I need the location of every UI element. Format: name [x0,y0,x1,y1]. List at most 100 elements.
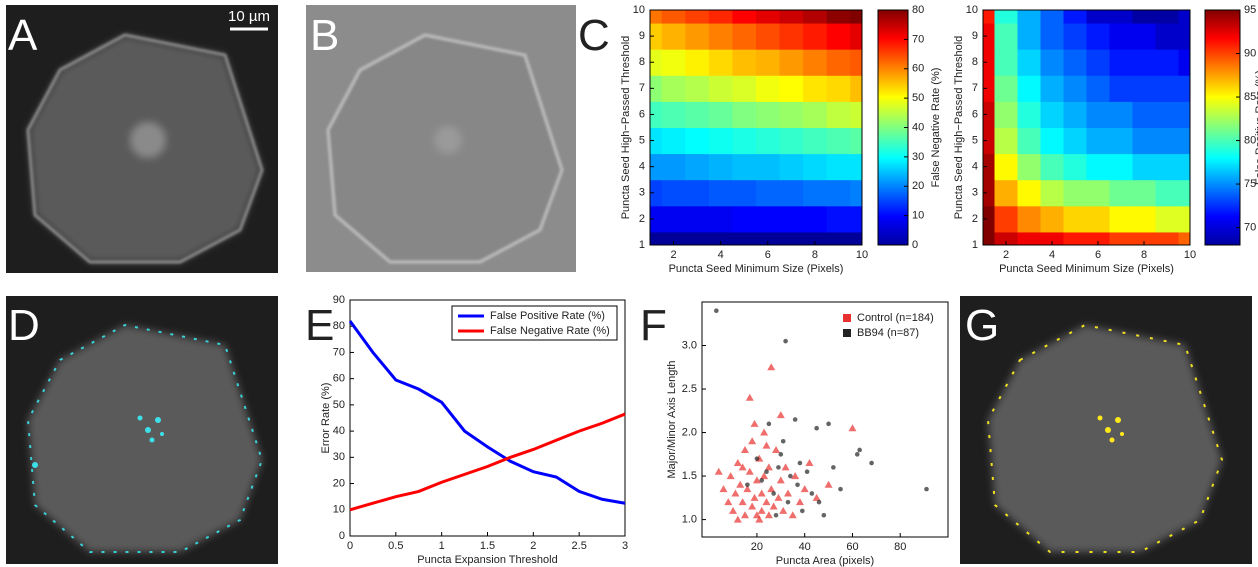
contour-cell [661,231,686,246]
scatter-point [795,482,800,488]
y-tick-label: 10 [333,504,345,516]
scatter-point [757,489,766,497]
contour-cell [983,75,995,102]
y-tick-label: 2 [972,213,978,225]
y-tick-label: 5 [972,134,978,146]
x-tick-label: 6 [765,249,771,261]
contour-cell [826,205,851,233]
contour-cell [756,231,781,246]
scatter-point [724,498,733,506]
scatter-point [771,491,776,496]
contour-cell [756,101,781,128]
contour-cell [708,101,733,128]
y-tick-label: 3 [972,187,978,199]
scatter-point [767,363,776,371]
panel-labels: A B C D E F G [8,11,999,350]
contour-cell [779,231,804,246]
scatter-point [788,511,797,519]
contour-cell [850,75,863,102]
contour-cell [1132,231,1156,246]
contour-cell [650,153,663,181]
plot-frame [701,301,949,538]
contour-cell [826,10,851,24]
contour-cell [983,205,995,233]
contour-cell [1178,179,1191,207]
contour-cell [732,10,757,24]
contour-cell [779,49,804,76]
x-tick-label: 80 [894,541,906,553]
contour-cell [1155,127,1179,155]
contour-cell [685,127,710,155]
scatter-point [745,467,754,475]
contour-cell [1086,101,1110,128]
micrograph-a: 10 µm [6,5,278,273]
scatter-point [788,473,793,479]
contour-cell [1040,10,1064,24]
y-tick-label: 6 [972,108,978,120]
y-tick-label: 70 [333,346,345,358]
scatter-point [714,308,719,314]
scatter-point [733,515,742,523]
contour-cell [779,153,804,181]
contour-cell [661,10,686,24]
contour-cell [650,127,663,155]
contour-cell [685,75,710,102]
micrograph-g [960,296,1252,564]
y-tick-label: 3 [639,187,645,199]
contour-cell [708,153,733,181]
scatter-point [745,393,754,401]
colorbar-tick-label: 70 [912,33,924,45]
panel-label: C [578,11,610,60]
x-tick-label: 10 [856,249,868,261]
contour-cell [826,231,851,246]
contour-cell [1040,153,1064,181]
scatter-point [736,480,745,488]
contour-cell [732,101,757,128]
colorbar-tick-label: 30 [912,151,924,163]
x-tick-label: 8 [1141,249,1147,261]
scatter-point [783,489,792,497]
colorbar [1204,9,1241,246]
scatter-point [754,456,760,461]
contour-cell [732,75,757,102]
scatter-point [759,478,765,483]
contour-cell [1063,23,1087,50]
contour-cell [1040,49,1064,76]
colorbar-tick-label: 80 [1244,134,1256,146]
x-axis-label: Puncta Seed Minimum Size (Pixels) [669,263,844,275]
contour-cell [756,153,781,181]
legend-label: False Negative Rate (%) [490,325,610,337]
contour-cell [1178,127,1191,155]
contour-cell [850,101,863,128]
contour-cell [803,153,828,181]
colorbar-label: False Negative Rate (%) [930,68,942,188]
scatter-point [729,506,738,514]
contour-cell [983,49,995,76]
contour-cell [779,10,804,24]
contour-cell [1063,127,1087,155]
panel-label: A [8,11,38,60]
colorbar-tick-label: 60 [912,63,924,75]
contour-cell [850,231,863,246]
contour-cell [661,205,686,233]
scatter-point [791,472,800,480]
contour-cell [1063,49,1087,76]
scatter-point [812,493,821,501]
contour-cell [685,23,710,50]
scatter-point [783,338,788,344]
colorbar [877,9,909,246]
contour-cell [1017,10,1041,24]
contour-cell [803,205,828,233]
contour-cell [1109,23,1133,50]
y-tick-label: 9 [639,30,645,42]
contour-cell [1040,231,1064,246]
contour-cell [1155,101,1179,128]
contour-cell [826,153,851,181]
contour-cell [1086,127,1110,155]
panel-label: F [640,301,667,350]
contour-cell [1017,127,1041,155]
scatter-point [733,459,742,467]
contour-cell [1109,127,1133,155]
contour-cell [803,75,828,102]
colorbar-tick-label: 10 [912,210,924,222]
